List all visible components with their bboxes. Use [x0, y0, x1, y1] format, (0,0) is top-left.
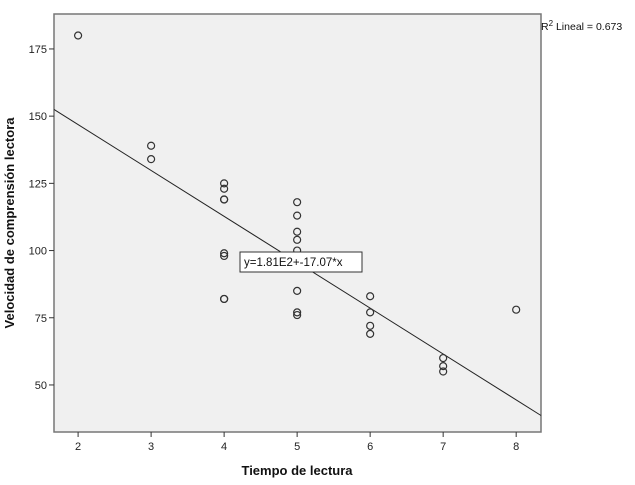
x-axis: 2 3 4 5 6 7 8 — [75, 432, 519, 453]
x-tick-label: 5 — [294, 441, 300, 453]
data-point — [293, 235, 302, 244]
equation-label: y=1.81E2+-17.07*x — [239, 251, 363, 273]
y-tick-label: 50 — [35, 380, 47, 392]
x-tick-label: 2 — [75, 441, 81, 453]
y-tick-label: 125 — [29, 178, 47, 190]
y-axis-title: Velocidad de comprensión lectora — [2, 117, 17, 329]
data-point — [439, 367, 448, 376]
x-tick-label: 3 — [148, 441, 154, 453]
y-tick-label: 175 — [29, 44, 47, 56]
data-point — [220, 195, 229, 204]
data-point — [220, 249, 229, 258]
y-axis: 50 75 100 125 150 175 — [29, 44, 54, 392]
data-points — [73, 31, 521, 376]
x-tick-label: 4 — [221, 441, 227, 453]
y-tick-label: 100 — [29, 246, 47, 258]
x-tick-label: 6 — [367, 441, 373, 453]
y-tick-label: 150 — [29, 111, 47, 123]
x-tick-label: 8 — [513, 441, 519, 453]
data-point — [293, 211, 302, 220]
data-point — [439, 353, 448, 363]
data-point — [147, 155, 156, 164]
x-axis-title: Tiempo de lectura — [241, 463, 353, 478]
r2-label: R2 Lineal = 0.673 — [541, 19, 622, 33]
data-point — [220, 184, 229, 193]
data-point — [366, 292, 375, 301]
data-point — [293, 286, 302, 295]
data-point — [220, 179, 229, 188]
data-point — [366, 321, 375, 330]
x-tick-label: 7 — [440, 441, 446, 453]
data-point — [293, 227, 302, 236]
data-point — [366, 329, 375, 338]
equation-text: y=1.81E2+-17.07*x — [244, 257, 343, 269]
data-point — [366, 308, 375, 317]
data-point — [220, 294, 229, 304]
plot-area — [53, 13, 542, 433]
data-point — [73, 31, 83, 40]
data-point — [147, 141, 156, 150]
data-point — [439, 362, 448, 371]
data-point — [512, 305, 521, 314]
data-point — [293, 310, 302, 320]
data-point — [220, 251, 229, 261]
data-point — [293, 198, 302, 207]
data-point — [293, 308, 302, 317]
y-tick-label: 75 — [35, 313, 47, 325]
